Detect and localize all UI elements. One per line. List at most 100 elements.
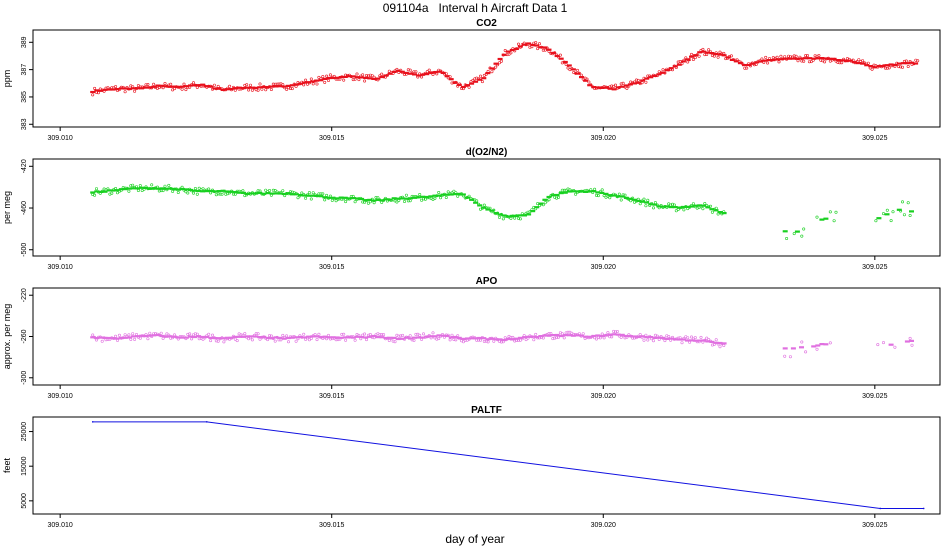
- apo-x-tick-label: 309.025: [862, 393, 887, 400]
- co2-scatter-point: [250, 88, 254, 92]
- apo-scatter-point: [250, 338, 254, 342]
- co2-scatter-point: [414, 70, 418, 74]
- o2n2-scatter-point: [224, 192, 228, 196]
- co2-scatter-point: [351, 78, 355, 82]
- co2-scatter-point: [357, 78, 361, 82]
- apo-scatter-point: [408, 334, 412, 338]
- co2-scatter-point: [805, 54, 809, 58]
- co2-scatter-point: [285, 87, 289, 91]
- apo-scatter-point: [222, 340, 226, 344]
- co2-scatter-point: [355, 72, 359, 76]
- co2-scatter-point: [541, 48, 545, 52]
- apo-scatter-point: [380, 332, 384, 336]
- apo-y-axis-label: approx. per meg: [2, 304, 12, 370]
- co2-scatter-point: [233, 88, 237, 92]
- apo-scatter-point: [651, 339, 655, 343]
- o2n2-scatter-point: [547, 198, 551, 202]
- o2n2-y-tick-label: -500: [21, 243, 28, 257]
- paltf-x-tick-label: 309.025: [862, 522, 887, 529]
- co2-scatter-point: [163, 82, 167, 86]
- apo-scatter-point: [302, 332, 306, 336]
- co2-scatter-point: [900, 65, 904, 69]
- apo-scatter-point: [788, 355, 792, 359]
- paltf-x-tick-label: 309.020: [591, 522, 616, 529]
- o2n2-scatter-point: [701, 207, 705, 211]
- co2-scatter-point: [406, 68, 410, 72]
- apo-scatter-point: [382, 333, 386, 337]
- apo-y-tick-label: -220: [21, 288, 28, 302]
- apo-scatter-point: [551, 337, 555, 341]
- o2n2-scatter-point: [800, 234, 804, 238]
- paltf-series-line: [92, 421, 924, 509]
- o2n2-scatter-point: [150, 183, 154, 187]
- co2-scatter-point: [707, 48, 711, 52]
- o2n2-scatter-point: [374, 196, 378, 200]
- co2-panel: CO2 ppm 309.010 309.015 309.020 309.025 383 385…: [2, 18, 941, 142]
- o2n2-scatter-point: [197, 186, 201, 190]
- o2n2-scatter-point: [439, 196, 443, 200]
- co2-scatter-point: [412, 70, 416, 74]
- co2-scatter-point: [328, 73, 332, 77]
- paltf-data-point: [205, 421, 208, 423]
- o2n2-scatter-point: [309, 197, 313, 201]
- o2n2-scatter-point: [608, 196, 612, 200]
- o2n2-scatter-point: [420, 198, 424, 202]
- o2n2-scatter-point: [452, 189, 456, 193]
- apo-scatter-point: [612, 329, 616, 333]
- co2-scatter-point: [290, 87, 294, 91]
- co2-plot-area: [90, 41, 920, 97]
- o2n2-scatter-point: [785, 237, 789, 241]
- apo-scatter-point: [393, 340, 397, 344]
- o2n2-scatter-point: [127, 189, 131, 193]
- o2n2-scatter-point: [908, 214, 912, 218]
- co2-scatter-point: [184, 88, 188, 92]
- co2-scatter-point: [800, 59, 804, 63]
- co2-scatter-point: [494, 65, 498, 69]
- co2-scatter-point: [861, 59, 865, 63]
- apo-scatter-point: [800, 340, 804, 344]
- co2-scatter-point: [370, 74, 374, 78]
- o2n2-scatter-point: [815, 215, 819, 219]
- apo-scatter-point: [281, 333, 285, 337]
- o2n2-panel: d(O2/N2) per meg 309.010 309.015 309.020 309.…: [2, 147, 941, 271]
- co2-x-tick-label: 309.025: [862, 135, 887, 142]
- apo-scatter-point: [486, 340, 490, 344]
- co2-scatter-point: [408, 68, 412, 72]
- apo-scatter-point: [254, 332, 258, 336]
- paltf-y-tick-label: 5000: [21, 493, 28, 509]
- o2n2-scatter-point: [334, 199, 338, 203]
- apo-scatter-point: [131, 332, 135, 336]
- apo-scatter-point: [273, 339, 277, 343]
- paltf-plot-frame: [32, 416, 941, 515]
- apo-scatter-point: [908, 336, 912, 340]
- apo-scatter-point: [482, 339, 486, 343]
- apo-scatter-point: [566, 330, 570, 334]
- o2n2-scatter-point: [296, 196, 300, 200]
- o2n2-x-tick-label: 309.010: [47, 264, 72, 271]
- o2n2-scatter-point: [176, 191, 180, 195]
- apo-scatter-point: [397, 334, 401, 338]
- apo-scatter-point: [326, 333, 330, 337]
- apo-scatter-point: [828, 341, 832, 345]
- apo-scatter-point: [211, 333, 215, 337]
- apo-scatter-point: [315, 338, 319, 342]
- co2-x-tick-label: 309.015: [319, 135, 344, 142]
- o2n2-scatter-point: [900, 200, 904, 204]
- apo-scatter-point: [91, 333, 95, 337]
- o2n2-scatter-point: [617, 192, 621, 196]
- o2n2-scatter-point: [330, 198, 334, 202]
- o2n2-x-tick-label: 309.015: [319, 264, 344, 271]
- apo-scatter-point: [209, 339, 213, 343]
- paltf-y-tick-label: 15000: [21, 456, 28, 476]
- co2-scatter-point: [363, 79, 367, 83]
- co2-scatter-point: [766, 61, 770, 65]
- co2-plot-frame: [32, 29, 941, 128]
- page-title: 091104a Interval h Aircraft Data 1: [382, 1, 568, 15]
- o2n2-scatter-point: [518, 217, 522, 221]
- o2n2-scatter-point: [195, 192, 199, 196]
- apo-scatter-point: [646, 338, 650, 342]
- co2-scatter-point: [887, 66, 891, 70]
- co2-scatter-point: [817, 54, 821, 58]
- co2-scatter-point: [676, 60, 680, 64]
- co2-scatter-point: [152, 82, 156, 86]
